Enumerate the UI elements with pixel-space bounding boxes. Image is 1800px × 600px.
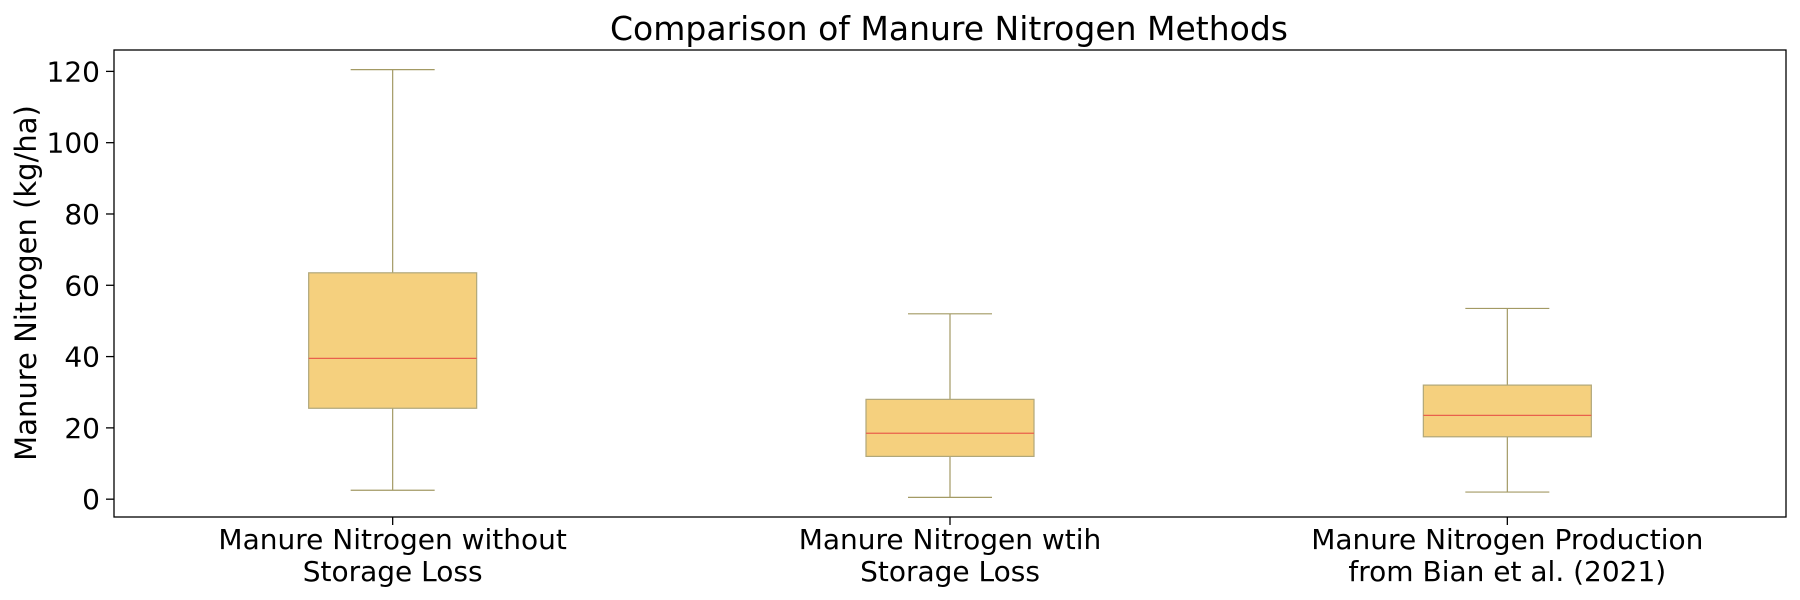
x-category-label-1-line-0: Manure Nitrogen wtih xyxy=(799,523,1102,556)
y-tick-label-120: 120 xyxy=(47,55,100,88)
y-axis-title: Manure Nitrogen (kg/ha) xyxy=(9,105,43,461)
y-tick-label-80: 80 xyxy=(64,198,100,231)
y-tick-label-40: 40 xyxy=(64,341,100,374)
box-2-iqr xyxy=(1422,384,1592,438)
box-0-iqr xyxy=(308,272,478,409)
x-category-label-0-line-1: Storage Loss xyxy=(303,555,483,588)
x-category-label-2-line-0: Manure Nitrogen Production xyxy=(1311,523,1703,556)
x-category-label-1-line-1: Storage Loss xyxy=(860,555,1040,588)
y-tick-label-100: 100 xyxy=(47,127,100,160)
x-category-label-0-line-0: Manure Nitrogen without xyxy=(218,523,566,556)
y-tick-label-0: 0 xyxy=(82,483,100,516)
x-category-label-2-line-1: from Bian et al. (2021) xyxy=(1348,555,1666,588)
chart-title: Comparison of Manure Nitrogen Methods xyxy=(610,9,1288,48)
y-tick-label-20: 20 xyxy=(64,412,100,445)
box-1-iqr xyxy=(865,398,1035,457)
y-tick-label-60: 60 xyxy=(64,269,100,302)
